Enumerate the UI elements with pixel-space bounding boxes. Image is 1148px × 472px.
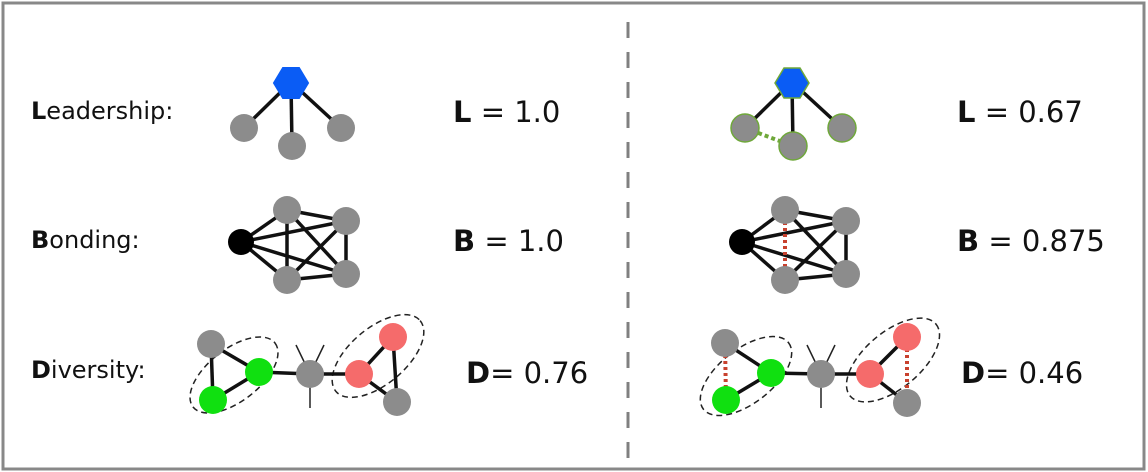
red-node <box>379 323 407 351</box>
member-node <box>332 260 360 288</box>
metric-right-diversity: D= 0.46 <box>961 356 1084 390</box>
member-node <box>711 329 739 357</box>
hub-node <box>807 360 835 388</box>
green-group-outline <box>189 336 279 414</box>
red-node <box>856 360 884 388</box>
red-group-outline <box>331 313 425 399</box>
member-node <box>730 113 760 143</box>
green-group-outline <box>699 335 793 417</box>
member-node <box>327 114 355 142</box>
row-label-leadership: Leadership: <box>31 97 174 125</box>
metric-right-bonding: B = 0.875 <box>957 224 1105 258</box>
member-node <box>197 330 225 358</box>
member-node <box>332 207 360 235</box>
member-node <box>771 196 799 224</box>
bond-center-node <box>228 229 254 255</box>
member-node <box>778 131 808 161</box>
green-node <box>712 386 740 414</box>
metric-right-leadership: L = 0.67 <box>957 95 1083 129</box>
metric-left-bonding: B = 1.0 <box>453 224 564 258</box>
right-bonding-graph <box>729 196 860 294</box>
row-label-diversity: Diversity: <box>31 356 146 384</box>
right-leadership-graph <box>730 67 857 161</box>
metric-left-diversity: D= 0.76 <box>466 356 589 390</box>
member-node <box>771 266 799 294</box>
leader-node <box>774 67 810 99</box>
member-node <box>383 388 411 416</box>
member-node <box>230 114 258 142</box>
member-node <box>832 260 860 288</box>
green-node <box>199 386 227 414</box>
red-node <box>893 323 921 351</box>
hub-node <box>296 360 324 388</box>
left-leadership-graph <box>230 67 355 160</box>
bond-center-node <box>729 229 755 255</box>
green-node <box>757 359 785 387</box>
red-node <box>345 360 373 388</box>
row-label-bonding: Bonding: <box>31 226 140 254</box>
left-diversity-graph <box>189 313 425 416</box>
member-node <box>273 266 301 294</box>
member-node <box>278 132 306 160</box>
member-node <box>273 196 301 224</box>
green-node <box>245 358 273 386</box>
member-node <box>832 207 860 235</box>
left-bonding-graph <box>228 196 360 294</box>
member-node <box>827 113 857 143</box>
right-diversity-graph <box>699 317 941 417</box>
leader-node <box>272 67 310 99</box>
member-node <box>893 389 921 417</box>
red-group-outline <box>845 317 941 403</box>
metric-left-leadership: L = 1.0 <box>453 95 561 129</box>
